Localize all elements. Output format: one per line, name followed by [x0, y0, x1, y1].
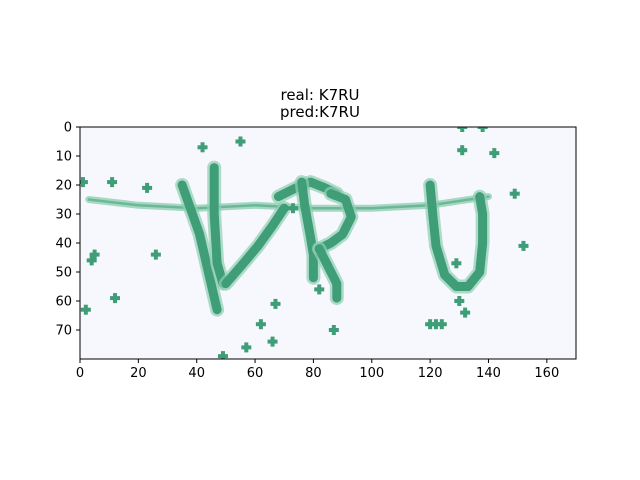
y-tick-label: 70 — [55, 324, 72, 339]
noise-dot — [477, 127, 488, 132]
noise-dot — [328, 325, 339, 335]
noise-dot — [241, 342, 252, 353]
noise-dot — [425, 319, 436, 330]
noise-dot — [430, 319, 441, 330]
x-tick-label: 20 — [130, 366, 147, 381]
x-axis: 0 20 40 60 80 100 120 140 160 — [76, 359, 559, 381]
noise-dot — [267, 336, 278, 347]
noise-dot — [314, 284, 325, 295]
x-tick-label: 0 — [76, 366, 84, 381]
y-tick-label: 0 — [64, 121, 72, 136]
noise-dot — [142, 182, 153, 193]
noise-dot — [518, 240, 529, 251]
noise-dot — [509, 188, 520, 199]
captcha-glyphs — [80, 127, 529, 359]
x-tick-label: 60 — [247, 366, 264, 381]
noise-dot — [107, 177, 118, 188]
noise-dot — [80, 177, 88, 188]
noise-dot — [89, 249, 100, 260]
x-tick-label: 140 — [476, 366, 501, 381]
noise-dot — [451, 258, 462, 269]
x-tick-label: 80 — [305, 366, 322, 381]
noise-dot — [197, 142, 208, 153]
x-tick-label: 120 — [418, 366, 443, 381]
x-tick-label: 40 — [188, 366, 205, 381]
x-tick-label: 100 — [359, 366, 384, 381]
title-real: real: K7RU — [280, 86, 360, 104]
noise-dot — [110, 293, 121, 304]
glyph-stroke — [297, 177, 318, 283]
title-pred: pred:K7RU — [280, 103, 360, 121]
noise-dot — [460, 307, 471, 318]
noise-dot — [150, 249, 161, 260]
noise-dot — [436, 319, 447, 330]
noise-dot — [457, 127, 468, 132]
glyph-stroke — [314, 244, 342, 303]
noise-dot — [454, 296, 465, 306]
noise-dot — [287, 203, 298, 214]
y-tick-label: 50 — [55, 266, 72, 281]
noise-dot — [457, 145, 468, 156]
y-tick-label: 30 — [55, 208, 72, 223]
glyph-stroke — [177, 180, 222, 315]
glyph-stroke — [221, 203, 289, 289]
y-tick-label: 40 — [55, 237, 72, 252]
noise-dot — [80, 304, 91, 315]
noise-dot — [255, 319, 266, 330]
noise-dot — [217, 351, 228, 359]
y-tick-label: 10 — [55, 150, 72, 165]
glyph-stroke — [314, 189, 356, 254]
noise-dot — [86, 255, 97, 266]
noise-dot — [270, 298, 281, 309]
noise-dot — [489, 148, 500, 159]
glyph-stroke — [425, 180, 488, 291]
glyph-stroke — [209, 163, 228, 289]
x-tick-label: 160 — [534, 366, 559, 381]
y-tick-label: 20 — [55, 179, 72, 194]
y-tick-label: 60 — [55, 295, 72, 310]
y-axis: 0 10 20 30 40 50 60 70 — [55, 121, 80, 339]
noise-dot — [235, 136, 246, 147]
